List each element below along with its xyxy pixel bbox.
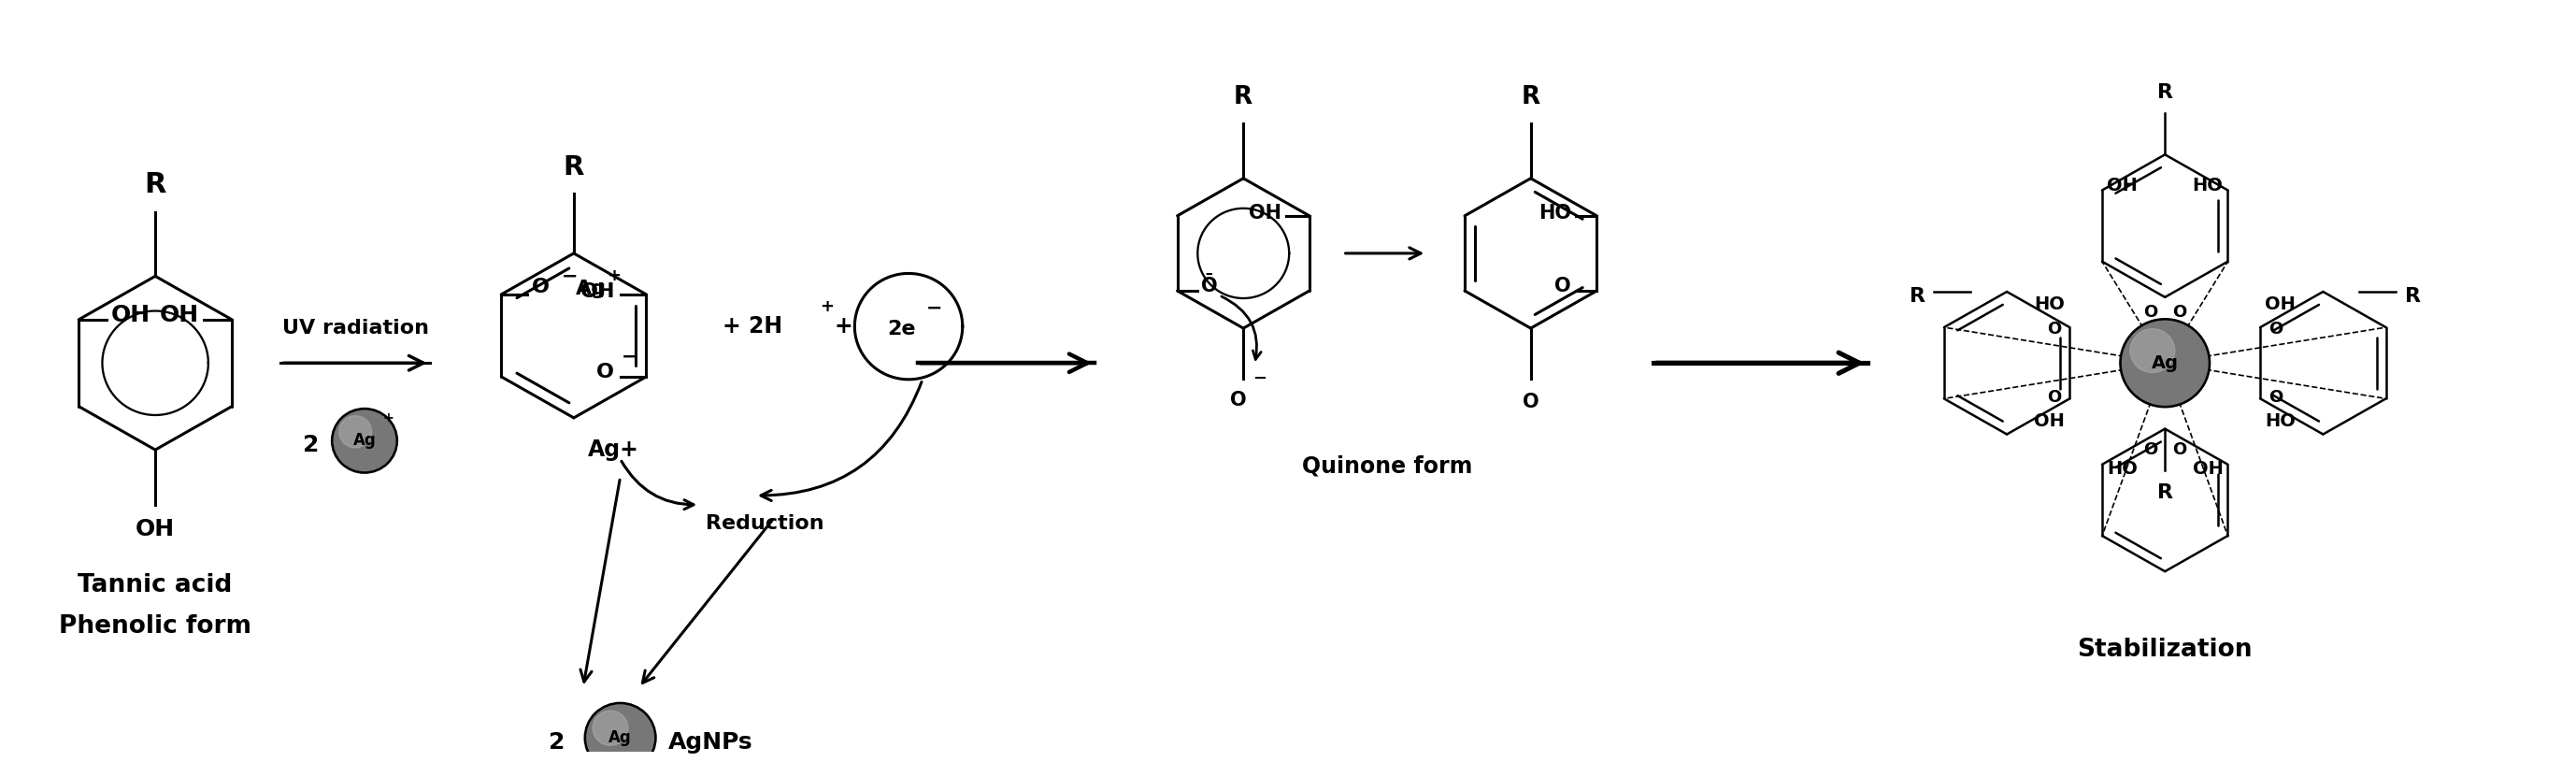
- Text: Quinone form: Quinone form: [1301, 454, 1473, 477]
- Text: OH: OH: [1249, 203, 1280, 223]
- Text: R: R: [2156, 83, 2174, 101]
- Text: Ag: Ag: [353, 432, 376, 449]
- Text: +: +: [605, 267, 621, 284]
- Circle shape: [340, 416, 371, 448]
- Text: HO: HO: [2035, 296, 2066, 313]
- Text: −: −: [1252, 370, 1267, 387]
- Text: 2: 2: [301, 434, 319, 456]
- Text: O: O: [2269, 389, 2282, 405]
- Text: R: R: [1234, 85, 1252, 110]
- Text: OH: OH: [2192, 460, 2223, 478]
- Text: HO: HO: [2107, 460, 2138, 478]
- Text: O: O: [1231, 390, 1247, 409]
- Text: AgNPs: AgNPs: [670, 731, 752, 754]
- FancyArrowPatch shape: [760, 382, 922, 501]
- Text: O: O: [2172, 441, 2187, 458]
- Text: R: R: [1909, 287, 1924, 306]
- Text: 2: 2: [549, 731, 564, 754]
- Text: −: −: [927, 299, 943, 318]
- Text: OH: OH: [580, 283, 616, 301]
- Circle shape: [592, 711, 629, 745]
- Text: O: O: [2048, 320, 2061, 337]
- Text: O: O: [2048, 389, 2061, 405]
- Text: OH: OH: [2035, 412, 2066, 431]
- Text: O: O: [1553, 277, 1571, 296]
- Text: Phenolic form: Phenolic form: [59, 614, 252, 639]
- Text: O: O: [1522, 392, 1538, 411]
- FancyArrowPatch shape: [621, 461, 693, 509]
- Circle shape: [332, 408, 397, 472]
- Text: Stabilization: Stabilization: [2076, 637, 2251, 661]
- Text: UV radiation: UV radiation: [281, 319, 428, 338]
- Text: +: +: [835, 315, 853, 338]
- Text: 2e: 2e: [886, 320, 914, 338]
- Text: R: R: [564, 154, 585, 180]
- Text: Ag+: Ag+: [587, 439, 639, 461]
- Text: + 2H: + 2H: [724, 315, 783, 338]
- FancyArrowPatch shape: [1221, 296, 1262, 360]
- Text: +: +: [381, 411, 394, 424]
- Text: Ag: Ag: [574, 280, 608, 298]
- Circle shape: [2130, 328, 2174, 373]
- Text: Ag: Ag: [608, 729, 631, 746]
- Text: OH: OH: [137, 518, 175, 541]
- Text: R: R: [1522, 85, 1540, 110]
- Text: O: O: [2172, 304, 2187, 321]
- Text: HO: HO: [1538, 203, 1571, 223]
- Text: O: O: [2143, 304, 2159, 321]
- Text: R: R: [2406, 287, 2421, 306]
- Text: OH: OH: [111, 304, 152, 326]
- Text: R: R: [144, 171, 167, 198]
- Text: OH: OH: [160, 304, 198, 326]
- Circle shape: [585, 703, 657, 762]
- Text: R: R: [2156, 484, 2174, 502]
- Text: −: −: [621, 347, 639, 366]
- Text: +: +: [819, 298, 835, 315]
- Text: OH: OH: [2264, 296, 2295, 313]
- Text: Reduction: Reduction: [706, 514, 824, 533]
- Text: O: O: [595, 363, 613, 382]
- Text: O: O: [533, 278, 549, 296]
- Text: HO: HO: [2264, 412, 2295, 431]
- Text: −: −: [562, 267, 577, 286]
- Circle shape: [2120, 319, 2210, 407]
- Text: HO: HO: [2192, 177, 2223, 194]
- Text: O: O: [2269, 320, 2282, 337]
- Text: Ō: Ō: [1200, 277, 1218, 296]
- Text: O: O: [2143, 441, 2159, 458]
- Text: OH: OH: [2107, 177, 2138, 194]
- Text: Tannic acid: Tannic acid: [77, 573, 232, 597]
- Text: Ag: Ag: [2151, 354, 2179, 372]
